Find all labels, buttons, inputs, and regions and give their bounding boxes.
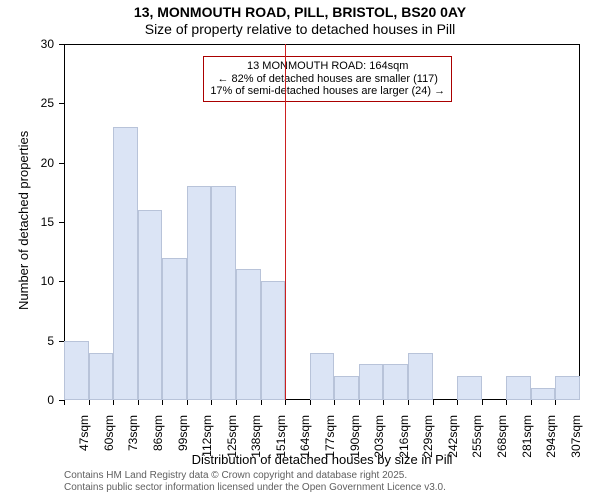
x-tick-label: 151sqm	[274, 415, 288, 463]
x-tick-mark	[531, 400, 532, 405]
x-tick-label: 255sqm	[470, 415, 484, 463]
annotation-line-1: 13 MONMOUTH ROAD: 164sqm	[210, 60, 445, 73]
x-tick-mark	[236, 400, 237, 405]
x-tick-label: 164sqm	[298, 415, 312, 463]
x-tick-label: 281sqm	[520, 415, 534, 463]
x-tick-mark	[555, 400, 556, 405]
x-tick-mark	[113, 400, 114, 405]
histogram-bar	[138, 210, 163, 400]
x-tick-mark	[408, 400, 409, 405]
y-tick-label: 5	[0, 334, 54, 348]
histogram-bar	[211, 186, 236, 400]
marker-line	[285, 44, 286, 400]
histogram-bar	[359, 364, 384, 400]
annotation-box: 13 MONMOUTH ROAD: 164sqm ← 82% of detach…	[203, 56, 452, 102]
histogram-bar	[236, 269, 261, 400]
histogram-bar	[506, 376, 531, 400]
chart-subtitle: Size of property relative to detached ho…	[0, 22, 600, 37]
x-tick-mark	[261, 400, 262, 405]
x-tick-label: 47sqm	[77, 415, 91, 463]
x-tick-mark	[285, 400, 286, 405]
x-tick-label: 307sqm	[569, 415, 583, 463]
x-tick-label: 294sqm	[544, 415, 558, 463]
annotation-line-2: ← 82% of detached houses are smaller (11…	[210, 73, 445, 86]
histogram-bar	[457, 376, 482, 400]
x-tick-mark	[138, 400, 139, 405]
y-tick-mark	[59, 103, 64, 104]
histogram-bar	[310, 353, 335, 400]
y-tick-label: 30	[0, 37, 54, 51]
x-tick-mark	[89, 400, 90, 405]
x-tick-mark	[359, 400, 360, 405]
x-tick-label: 268sqm	[495, 415, 509, 463]
y-tick-label: 0	[0, 393, 54, 407]
attribution-line-2: Contains public sector information licen…	[64, 482, 446, 494]
x-tick-label: 190sqm	[348, 415, 362, 463]
x-tick-label: 203sqm	[372, 415, 386, 463]
x-tick-label: 229sqm	[421, 415, 435, 463]
y-tick-mark	[59, 163, 64, 164]
x-tick-label: 112sqm	[200, 415, 214, 463]
annotation-line-3: 17% of semi-detached houses are larger (…	[210, 85, 445, 98]
x-tick-label: 99sqm	[176, 415, 190, 463]
y-tick-mark	[59, 281, 64, 282]
x-tick-mark	[383, 400, 384, 405]
histogram-bar	[162, 258, 187, 400]
histogram-bar	[187, 186, 212, 400]
x-tick-label: 73sqm	[126, 415, 140, 463]
x-tick-mark	[433, 400, 434, 405]
x-tick-label: 242sqm	[446, 415, 460, 463]
histogram-bar	[64, 341, 89, 400]
x-tick-mark	[506, 400, 507, 405]
x-tick-mark	[457, 400, 458, 405]
histogram-bar	[383, 364, 408, 400]
x-tick-label: 216sqm	[397, 415, 411, 463]
x-tick-label: 125sqm	[225, 415, 239, 463]
x-tick-mark	[334, 400, 335, 405]
histogram-bar	[334, 376, 359, 400]
x-tick-label: 86sqm	[151, 415, 165, 463]
histogram-bar	[531, 388, 556, 400]
x-tick-mark	[64, 400, 65, 405]
histogram-bar	[261, 281, 286, 400]
y-tick-mark	[59, 44, 64, 45]
y-tick-label: 20	[0, 156, 54, 170]
x-tick-mark	[187, 400, 188, 405]
y-tick-label: 10	[0, 274, 54, 288]
x-tick-mark	[211, 400, 212, 405]
histogram-bar	[89, 353, 114, 400]
y-tick-mark	[59, 222, 64, 223]
histogram-bar	[555, 376, 580, 400]
x-tick-label: 60sqm	[102, 415, 116, 463]
chart-container: { "title": "13, MONMOUTH ROAD, PILL, BRI…	[0, 0, 600, 500]
x-tick-label: 138sqm	[249, 415, 263, 463]
histogram-bar	[408, 353, 433, 400]
y-tick-label: 25	[0, 96, 54, 110]
x-tick-label: 177sqm	[323, 415, 337, 463]
x-tick-mark	[162, 400, 163, 405]
chart-title: 13, MONMOUTH ROAD, PILL, BRISTOL, BS20 0…	[0, 4, 600, 21]
x-tick-mark	[482, 400, 483, 405]
attribution: Contains HM Land Registry data © Crown c…	[64, 470, 446, 493]
histogram-bar	[113, 127, 138, 400]
x-tick-mark	[310, 400, 311, 405]
y-tick-label: 15	[0, 215, 54, 229]
attribution-line-1: Contains HM Land Registry data © Crown c…	[64, 470, 446, 482]
